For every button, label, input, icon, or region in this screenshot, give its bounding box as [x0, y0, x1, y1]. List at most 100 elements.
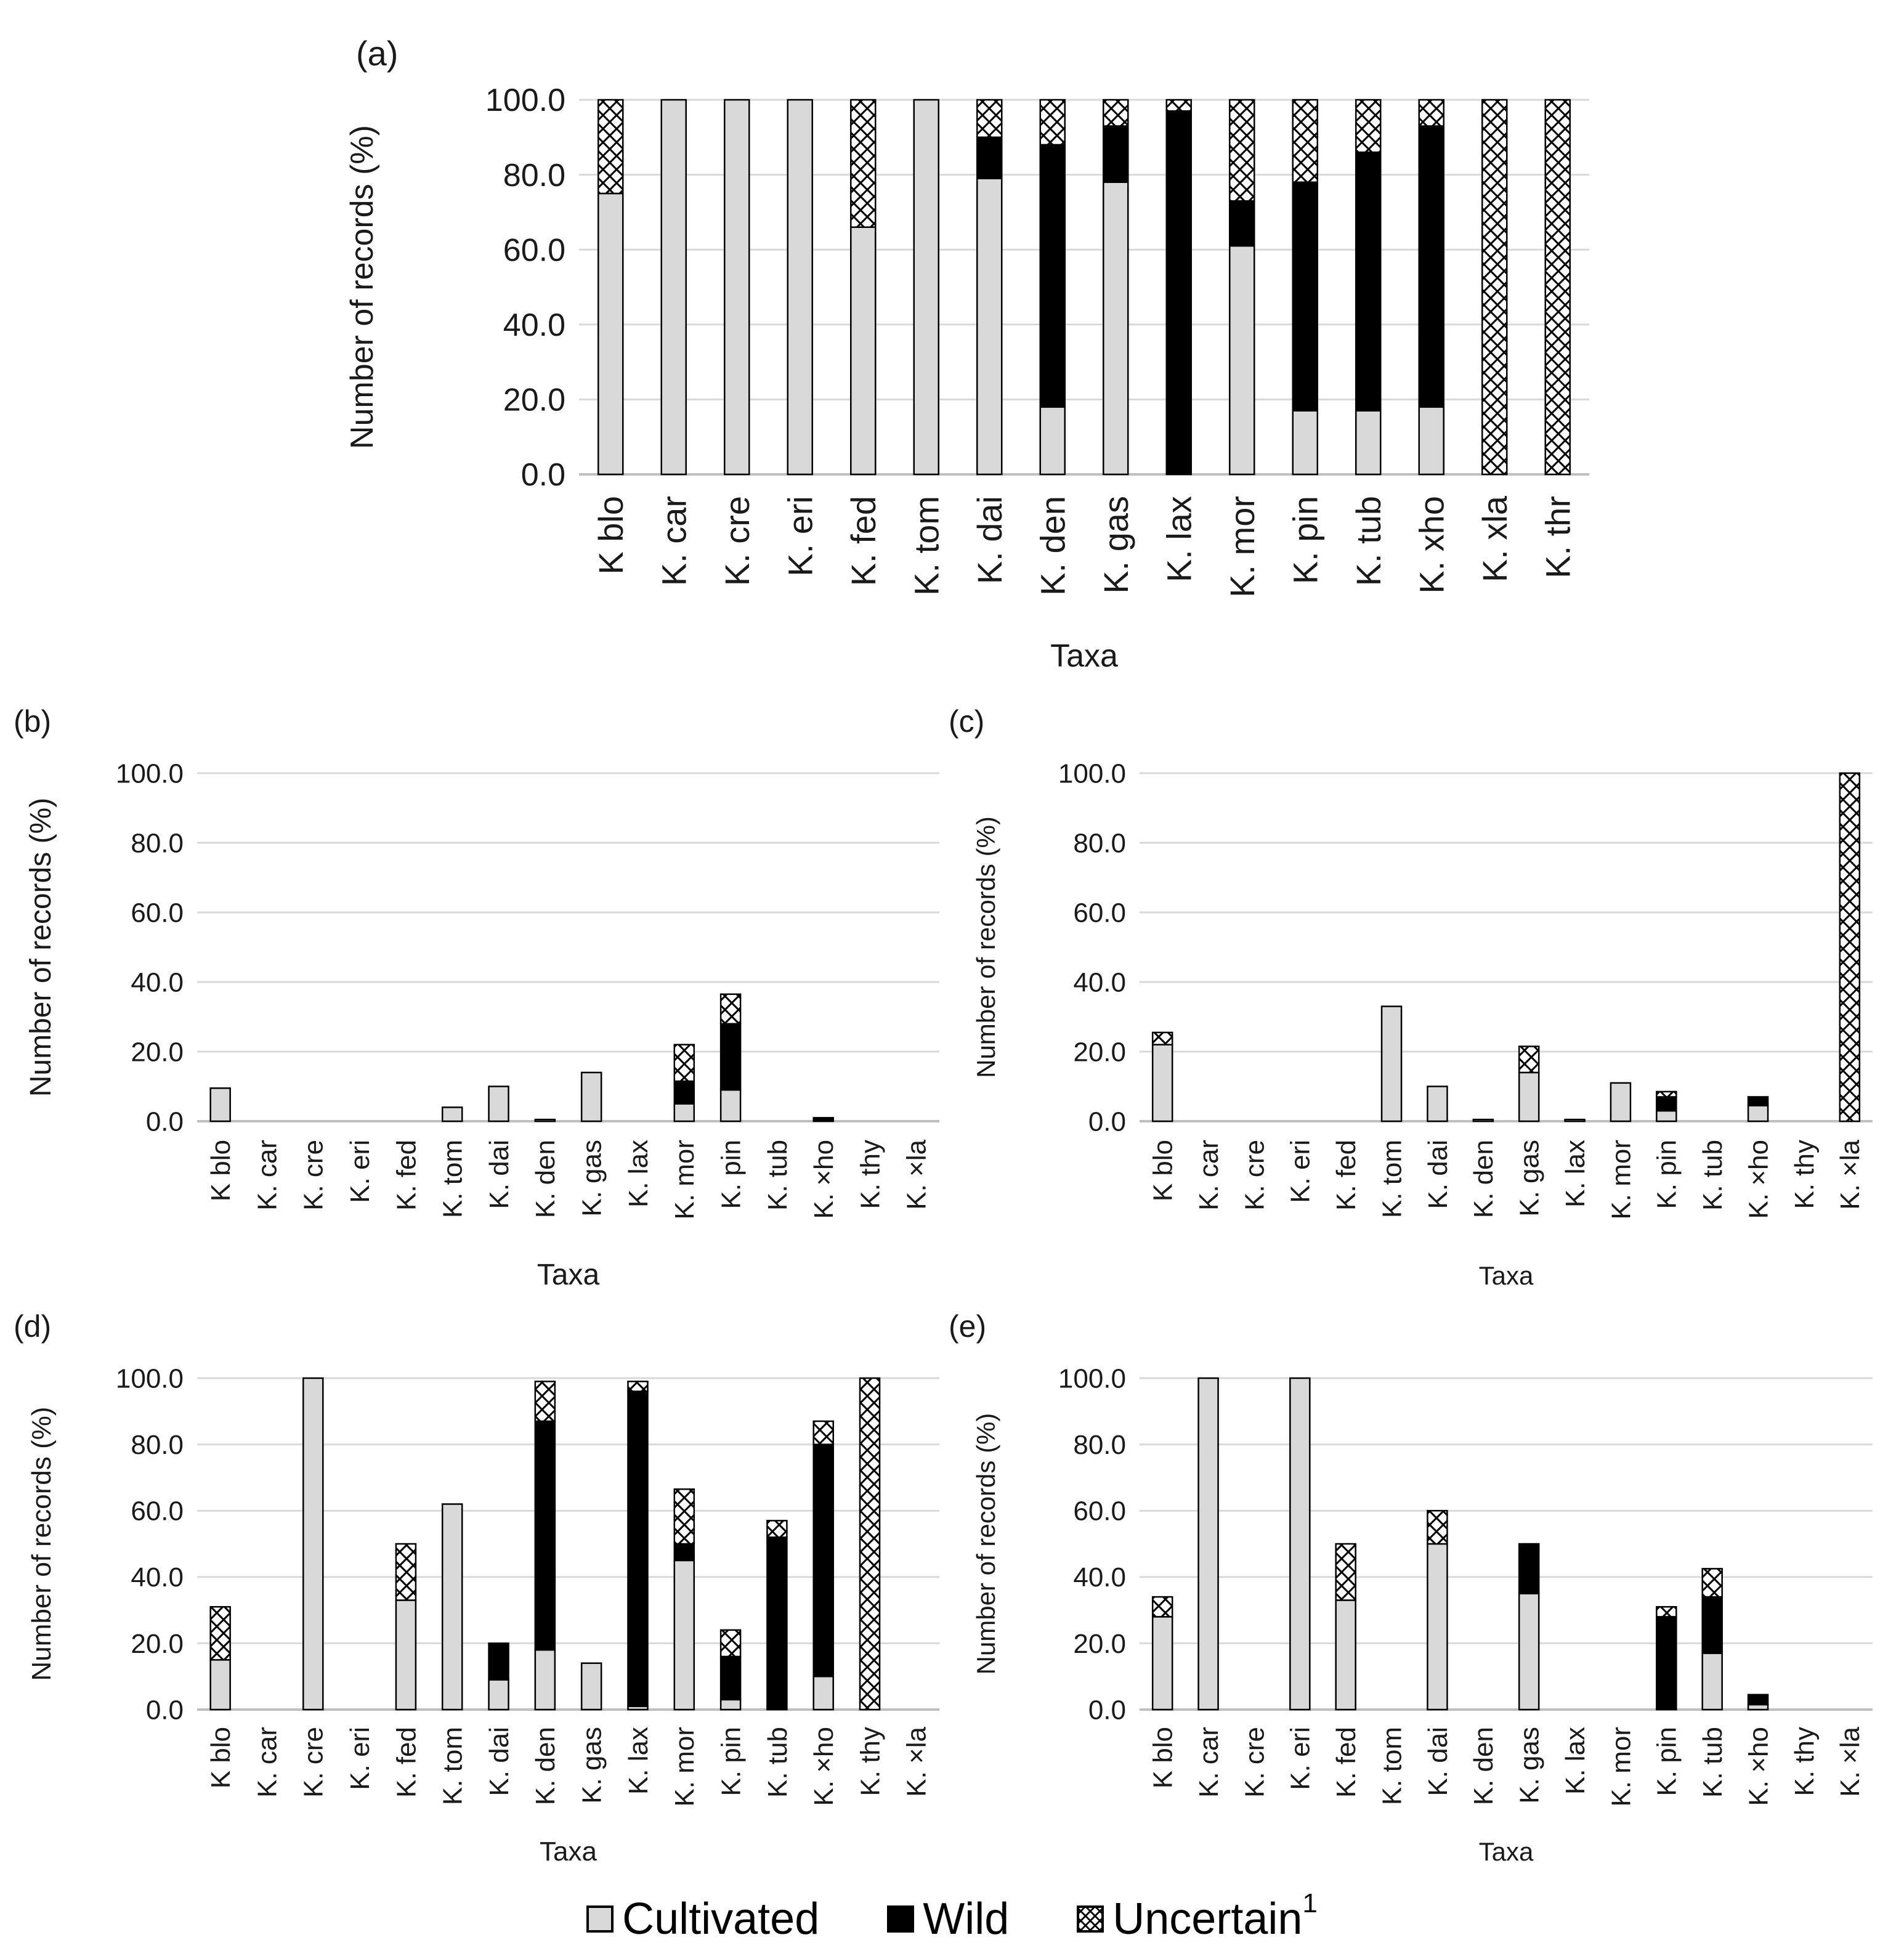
x-tick-label: K. thy — [855, 1140, 885, 1209]
x-tick-label: K. tom — [438, 1140, 468, 1218]
panel-label: (c) — [949, 704, 984, 739]
y-axis-title: Number of records (%) — [971, 816, 1000, 1078]
y-tick-label: 0.0 — [521, 457, 565, 493]
x-tick-label: K blo — [591, 496, 630, 575]
bar-uncertain-k-lax — [1165, 99, 1192, 112]
bar-wild-k-dai — [976, 136, 1003, 179]
bar-uncertain-k-ho — [812, 1420, 834, 1445]
bar-uncertain-k-thy — [859, 1377, 881, 1711]
x-tick-label: K. cre — [299, 1140, 329, 1211]
bar-cultivated-k-gas — [1103, 181, 1129, 476]
y-axis-title: Number of records (%) — [344, 125, 380, 449]
y-tick-label: 60.0 — [1073, 898, 1126, 928]
bar-uncertain-k-fed — [1335, 1543, 1356, 1601]
bar-uncertain-k-pin — [719, 1629, 742, 1658]
bar-cultivated-k-gas — [1518, 1071, 1540, 1122]
x-tick-label: K. lax — [1560, 1140, 1590, 1207]
bar-cultivated-k-dai — [488, 1086, 509, 1122]
x-tick-label: K. dai — [1423, 1727, 1453, 1796]
y-tick-label: 0.0 — [1088, 1695, 1126, 1725]
bar-cultivated-k-fed — [395, 1599, 417, 1711]
x-tick-label: K. pin — [1286, 496, 1324, 584]
x-axis-title: Taxa — [1050, 638, 1118, 674]
x-tick-label: K. tom — [438, 1727, 468, 1805]
bar-wild-k-tub — [1701, 1596, 1723, 1654]
bar-cultivated-k-blo — [209, 1087, 231, 1122]
bar-cultivated-k-den — [1472, 1118, 1494, 1122]
bar-uncertain-k-blo — [1151, 1031, 1173, 1045]
bar-wild-k-lax — [627, 1390, 649, 1707]
x-tick-label: K. cre — [1239, 1727, 1270, 1798]
x-tick-label: K. den — [530, 1727, 561, 1805]
x-tick-label: K. gas — [1096, 496, 1135, 594]
x-tick-label: K. eri — [780, 496, 819, 577]
y-tick-label: 60.0 — [1073, 1496, 1126, 1527]
y-tick-label: 0.0 — [1088, 1106, 1126, 1137]
y-tick-label: 60.0 — [131, 1496, 184, 1527]
x-tick-label: K. ×la — [902, 1726, 932, 1796]
bar-cultivated-k-eri — [787, 99, 813, 476]
x-tick-label: K. thy — [1789, 1140, 1820, 1209]
x-tick-label: K blo — [206, 1140, 236, 1201]
bar-cultivated-k-mor — [1610, 1082, 1632, 1122]
x-tick-label: K. pin — [716, 1727, 746, 1796]
x-tick-label: K. tom — [907, 496, 946, 596]
chart-panel-b: (b) 0.0 20.0 40.0 60.0 80.0 100.0 Number of rec… — [14, 704, 939, 1291]
y-axis-title: Number of records (%) — [971, 1413, 1000, 1675]
x-tick-label: K. gas — [1515, 1727, 1545, 1804]
bar-uncertain-k-den — [534, 1381, 556, 1422]
bar-wild-k-dai — [488, 1642, 509, 1681]
x-tick-label: K. cre — [1239, 1140, 1270, 1211]
bar-uncertain-k-lax — [627, 1381, 649, 1392]
chart-panel-a: (a) 0.0 20.0 40.0 60.0 80.0 100.0 Number of rec… — [344, 34, 1589, 674]
bar-wild-k-ho — [812, 1443, 834, 1678]
bar-cultivated-k-car — [660, 99, 687, 476]
bar-uncertain-k-gas — [1103, 99, 1129, 127]
x-axis-title: Taxa — [537, 1259, 600, 1291]
x-tick-label: K. fed — [391, 1727, 421, 1798]
x-tick-label: K. pin — [1652, 1140, 1682, 1209]
bar-uncertain-k-pin — [719, 993, 742, 1025]
x-tick-label: K. tub — [763, 1140, 793, 1211]
bar-cultivated-k-lax — [1564, 1118, 1586, 1122]
y-tick-label: 80.0 — [131, 828, 184, 858]
bar-cultivated-k-tom — [913, 99, 939, 476]
x-tick-label: K. ×la — [1835, 1139, 1865, 1209]
y-tick-label: 0.0 — [146, 1695, 184, 1725]
x-tick-label: K. gas — [577, 1727, 607, 1804]
bar-cultivated-k-car — [1197, 1377, 1219, 1711]
legend-cultivated: Cultivated — [586, 1894, 819, 1944]
bar-cultivated-k-blo — [1151, 1616, 1173, 1711]
bar-cultivated-k-fed — [1335, 1599, 1356, 1711]
y-axis-title: Number of records (%) — [26, 1406, 57, 1681]
x-axis-title: Taxa — [1479, 1837, 1534, 1866]
y-tick-label: 100.0 — [1058, 758, 1126, 789]
x-tick-label: K. eri — [1286, 1140, 1316, 1203]
x-tick-label: K. ×ho — [809, 1727, 839, 1806]
bar-wild-k-mor — [673, 1543, 695, 1562]
bar-uncertain-k-fed — [395, 1543, 417, 1601]
y-tick-label: 40.0 — [131, 967, 184, 997]
bar-cultivated-k-cre — [724, 99, 750, 476]
x-tick-label: K. mor — [670, 1727, 700, 1807]
x-tick-label: K. car — [654, 496, 693, 586]
x-tick-label: K. thy — [855, 1727, 885, 1796]
bar-uncertain-k-pin — [1656, 1090, 1677, 1098]
x-tick-label: K. lax — [1159, 496, 1198, 582]
bar-uncertain-k-tub — [1701, 1568, 1723, 1598]
bar-wild-k-ho — [812, 1117, 834, 1122]
x-tick-label: K. dai — [484, 1727, 514, 1796]
bar-cultivated-k-cre — [302, 1377, 324, 1711]
y-tick-label: 20.0 — [131, 1629, 184, 1659]
legend-swatch-cultivated — [586, 1905, 614, 1933]
y-tick-label: 20.0 — [1073, 1629, 1126, 1659]
x-tick-label: K blo — [1148, 1140, 1178, 1201]
bar-wild-k-tub — [1355, 151, 1382, 412]
legend-wild: Wild — [887, 1894, 1009, 1944]
y-tick-label: 40.0 — [503, 307, 565, 343]
x-tick-label: K. car — [1194, 1727, 1224, 1798]
y-tick-label: 100.0 — [1058, 1363, 1126, 1394]
x-tick-label: K. ×la — [1835, 1726, 1865, 1796]
x-tick-label: K blo — [1148, 1727, 1178, 1788]
bar-uncertain-k-dai — [1427, 1509, 1448, 1545]
